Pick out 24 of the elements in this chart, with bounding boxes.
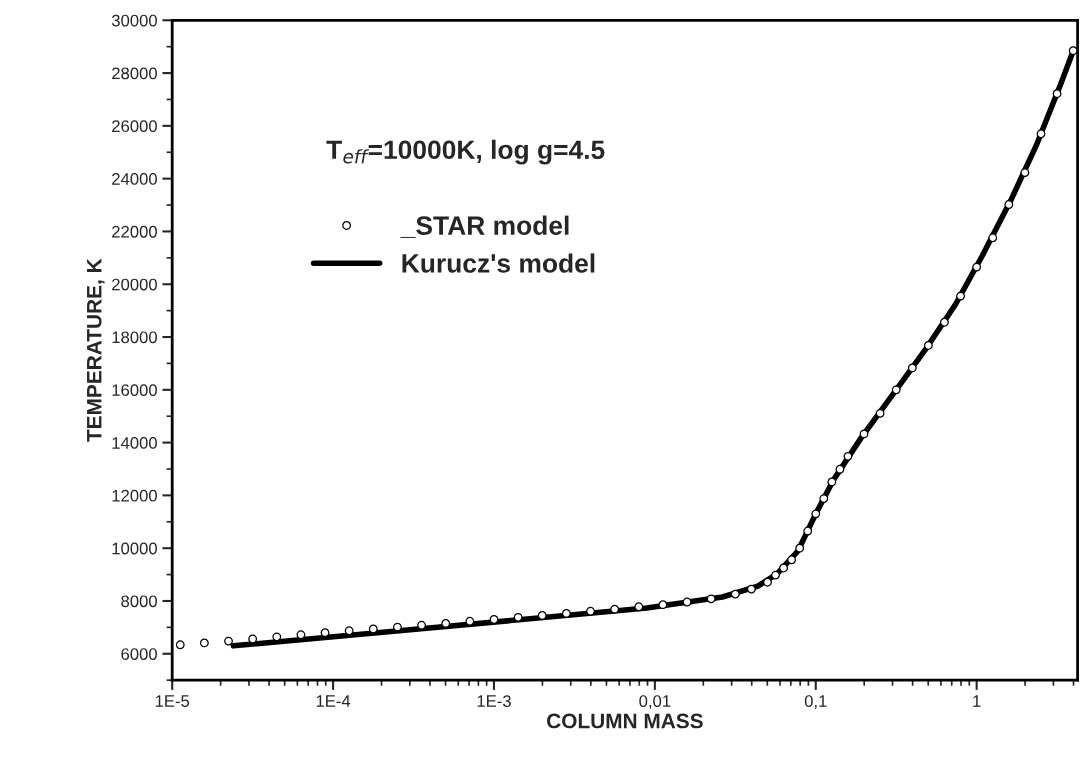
- y-tick-label: 22000: [112, 225, 157, 238]
- y-tick-label: 26000: [112, 120, 157, 133]
- y-tick-label: 28000: [112, 67, 157, 80]
- y-tick-label: 16000: [112, 384, 157, 397]
- x-tick-label: 1E-5: [155, 695, 190, 707]
- x-tick-label: 0,01: [639, 695, 671, 709]
- y-tick-label: 24000: [112, 173, 157, 185]
- x-tick-label: 0,1: [804, 695, 827, 709]
- x-axis-title: COLUMN MASS: [547, 713, 703, 729]
- y-tick-label: 6000: [121, 648, 157, 660]
- x-tick-label: 1E-3: [477, 695, 511, 707]
- x-tick-label: 1E-4: [316, 695, 351, 707]
- y-tick-label: 18000: [112, 331, 157, 344]
- x-tick-label: 1: [973, 695, 981, 707]
- y-axis-title: TEMPERATURE, K: [87, 258, 105, 442]
- y-tick-label: 12000: [112, 489, 157, 502]
- y-tick-label: 8000: [121, 595, 157, 608]
- y-tick-label: 30000: [111, 14, 157, 27]
- y-tick-label: 10000: [112, 542, 157, 555]
- annotation: T$_{eff}$=10000K, log g=4.5: [326, 139, 605, 165]
- legend-label: _STAR model: [400, 215, 569, 238]
- legend-label: Kurucz's model: [402, 253, 595, 273]
- y-tick-label: 14000: [112, 437, 157, 449]
- y-tick-label: 20000: [112, 278, 157, 291]
